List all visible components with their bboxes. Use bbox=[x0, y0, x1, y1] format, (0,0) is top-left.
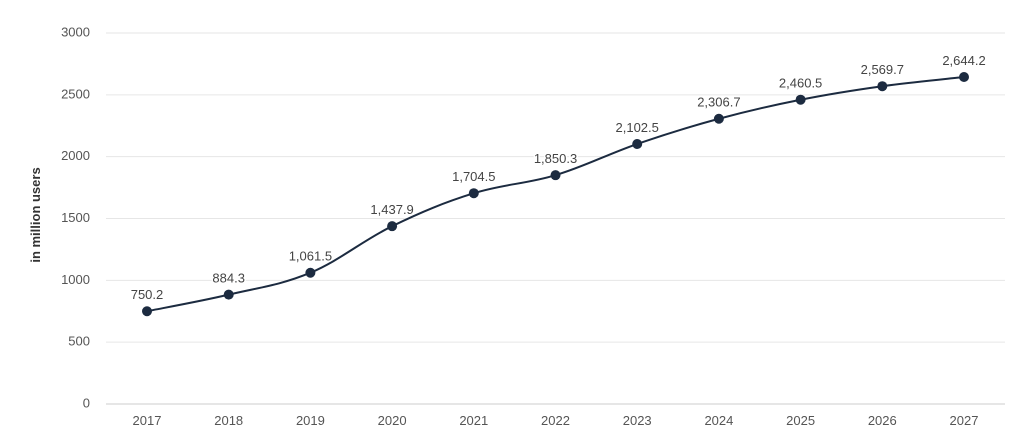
data-label-2026: 2,569.7 bbox=[861, 62, 904, 77]
data-point-2021[interactable] bbox=[468, 188, 479, 199]
x-tick-label-2023: 2023 bbox=[623, 413, 652, 428]
data-point-2020[interactable] bbox=[387, 221, 398, 232]
data-label-2022: 1,850.3 bbox=[534, 151, 577, 166]
x-tick-label-2025: 2025 bbox=[786, 413, 815, 428]
data-point-2017[interactable] bbox=[142, 306, 152, 317]
data-point-2025[interactable] bbox=[795, 94, 806, 105]
data-label-2017: 750.2 bbox=[131, 287, 164, 302]
y-tick-label-2000: 2000 bbox=[61, 148, 90, 163]
data-label-2027: 2,644.2 bbox=[942, 53, 985, 68]
data-label-2020: 1,437.9 bbox=[370, 202, 413, 217]
series-line-0 bbox=[146, 76, 965, 313]
x-tick-label-2026: 2026 bbox=[868, 413, 897, 428]
y-axis-title: in million users bbox=[28, 167, 43, 262]
x-tick-label-2018: 2018 bbox=[214, 413, 243, 428]
data-label-2025: 2,460.5 bbox=[779, 76, 822, 91]
y-tick-label-1500: 1500 bbox=[61, 210, 90, 225]
series-layer bbox=[142, 72, 969, 317]
data-labels: 750.2 884.3 1,061.5 1,437.9 1,704.5 1,850.3 2,… bbox=[129, 52, 987, 304]
data-point-2018[interactable] bbox=[223, 289, 234, 300]
data-label-2023: 2,102.5 bbox=[616, 120, 659, 135]
data-label-2018: 884.3 bbox=[212, 271, 245, 286]
x-tick-label-2017: 2017 bbox=[133, 413, 162, 428]
x-tick-label-2019: 2019 bbox=[296, 413, 325, 428]
data-label-2019: 1,061.5 bbox=[289, 249, 332, 264]
data-label-2021: 1,704.5 bbox=[452, 169, 495, 184]
data-point-2019[interactable] bbox=[305, 267, 316, 278]
data-point-2023[interactable] bbox=[632, 138, 643, 149]
data-label-2024: 2,306.7 bbox=[697, 95, 740, 110]
x-tick-label-2021: 2021 bbox=[459, 413, 488, 428]
y-tick-label-1000: 1000 bbox=[61, 272, 90, 287]
data-point-2027[interactable] bbox=[959, 72, 969, 83]
data-point-2024[interactable] bbox=[713, 113, 724, 124]
data-point-2026[interactable] bbox=[877, 81, 888, 92]
data-point-2022[interactable] bbox=[550, 170, 561, 181]
y-tick-label-2500: 2500 bbox=[61, 86, 90, 101]
x-tick-label-2024: 2024 bbox=[704, 413, 733, 428]
x-tick-label-2027: 2027 bbox=[950, 413, 979, 428]
x-tick-label-2020: 2020 bbox=[378, 413, 407, 428]
x-axis-ticks: 2017 2018 2019 2020 2021 2022 2023 2024 2025 2026… bbox=[133, 413, 979, 428]
grid-lines bbox=[106, 32, 1005, 405]
y-axis-ticks: 0 500 1000 1500 2000 2500 3000 bbox=[61, 24, 90, 410]
x-tick-label-2022: 2022 bbox=[541, 413, 570, 428]
y-tick-label-0: 0 bbox=[83, 395, 90, 410]
y-tick-label-3000: 3000 bbox=[61, 24, 90, 39]
y-tick-label-500: 500 bbox=[68, 334, 90, 349]
